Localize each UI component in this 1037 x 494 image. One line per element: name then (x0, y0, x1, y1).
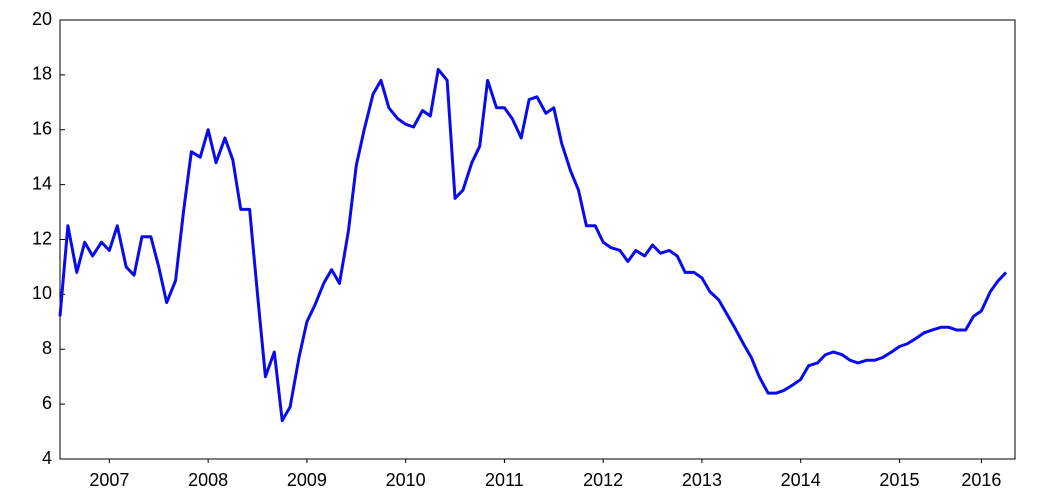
y-tick-label: 4 (42, 448, 52, 468)
x-tick-label: 2011 (485, 470, 524, 490)
x-tick-label: 2015 (879, 470, 919, 490)
y-tick-label: 14 (32, 173, 52, 193)
x-tick-label: 2010 (386, 470, 426, 490)
y-tick-label: 20 (32, 9, 52, 29)
y-tick-label: 16 (32, 119, 52, 139)
data-line (58, 67, 1008, 423)
y-tick-label: 12 (32, 228, 52, 248)
x-tick-label: 2009 (287, 470, 327, 490)
x-tick-label: 2016 (961, 470, 1001, 490)
x-tick-label: 2007 (89, 470, 129, 490)
plot-frame (59, 19, 1016, 460)
x-tick-label: 2008 (188, 470, 228, 490)
y-tick-label: 8 (42, 338, 52, 358)
x-tick-label: 2012 (583, 470, 623, 490)
x-tick-label: 2013 (682, 470, 722, 490)
y-tick-label: 10 (32, 283, 52, 303)
x-tick-label: 2014 (781, 470, 821, 490)
y-tick-label: 18 (32, 64, 52, 84)
y-tick-label: 6 (42, 393, 52, 413)
